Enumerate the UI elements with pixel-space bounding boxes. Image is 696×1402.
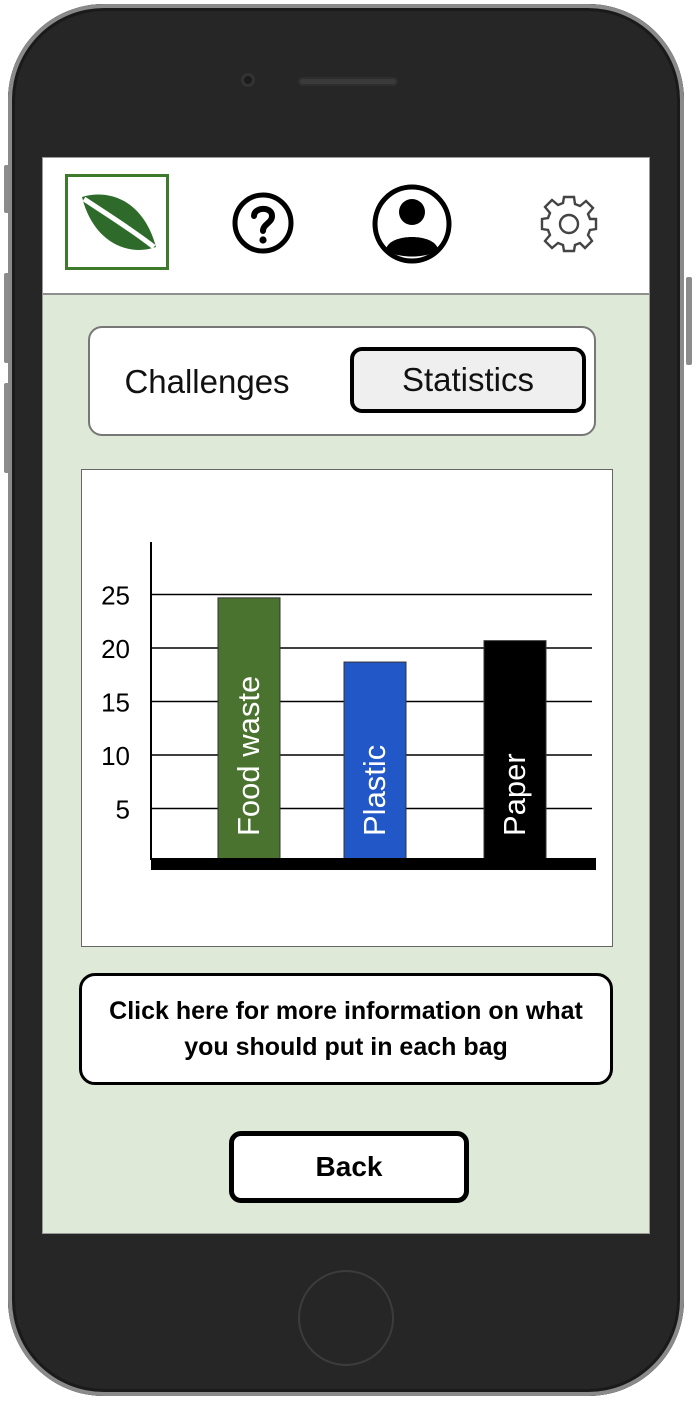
volume-up-button xyxy=(4,273,10,363)
bar-label: Paper xyxy=(497,753,532,836)
bar-chart: 5 10 15 20 25 Food waste Plastic Paper xyxy=(101,542,596,870)
leaf-logo-icon[interactable] xyxy=(65,174,169,270)
top-navigation-bar xyxy=(43,158,649,295)
tab-statistics[interactable]: Statistics xyxy=(350,347,586,413)
x-axis xyxy=(151,858,596,870)
y-tick-label: 5 xyxy=(116,795,130,825)
statistics-chart-panel: 5 10 15 20 25 Food waste Plastic Paper xyxy=(81,469,613,947)
app-screen: Challenges Statistics 5 10 15 20 25 Food wast… xyxy=(42,157,650,1234)
y-tick-label: 10 xyxy=(101,741,130,771)
volume-down-button xyxy=(4,383,10,473)
bar-label: Food waste xyxy=(231,676,266,836)
bar xyxy=(217,597,281,861)
y-tick-label: 20 xyxy=(101,634,130,664)
settings-icon[interactable] xyxy=(538,193,600,255)
more-info-button[interactable]: Click here for more information on what … xyxy=(79,973,613,1085)
y-tick-label: 25 xyxy=(101,581,130,611)
bar-label: Plastic xyxy=(357,745,392,836)
help-icon[interactable] xyxy=(231,191,295,255)
tab-challenges[interactable]: Challenges xyxy=(124,363,290,400)
power-button xyxy=(686,277,692,365)
home-button[interactable] xyxy=(298,1270,394,1366)
earpiece-speaker xyxy=(298,77,398,86)
tab-switcher: Challenges Statistics xyxy=(88,326,596,436)
profile-icon[interactable] xyxy=(372,182,452,266)
back-button[interactable]: Back xyxy=(229,1131,469,1203)
y-tick-label: 15 xyxy=(101,688,130,718)
silent-switch xyxy=(4,165,10,213)
front-camera xyxy=(241,73,255,87)
